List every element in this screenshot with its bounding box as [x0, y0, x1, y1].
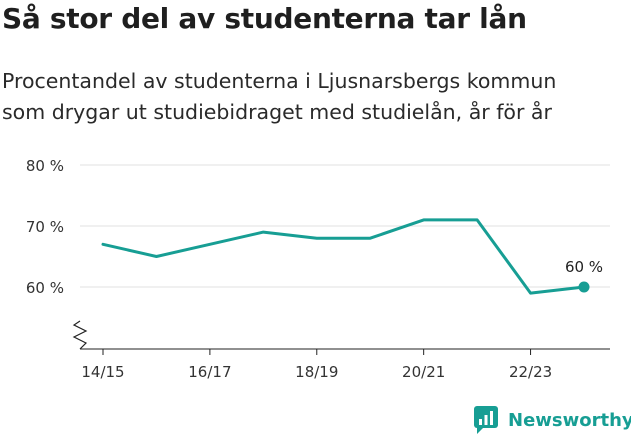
x-tick-label: 20/21 — [402, 363, 445, 381]
subtitle-line-1: Procentandel av studenterna i Ljusnarsbe… — [2, 69, 557, 93]
bar-chart-icon — [474, 406, 498, 434]
chart-title: Så stor del av studenterna tar lån — [2, 2, 527, 35]
y-tick-label: 70 % — [26, 218, 64, 236]
x-axis-tick-labels: 14/15 16/17 18/19 20/21 22/23 — [81, 363, 552, 381]
x-tick-label: 22/23 — [509, 363, 552, 381]
x-tick-label: 18/19 — [295, 363, 338, 381]
subtitle-line-2: som drygar ut studiebidraget med studiel… — [2, 100, 552, 124]
end-value-label: 60 % — [565, 258, 603, 276]
series-line — [101, 218, 586, 295]
newsworthy-logo: Newsworthy — [474, 406, 631, 434]
axis-break-icon — [72, 320, 88, 350]
brand-name: Newsworthy — [508, 409, 631, 431]
series: 60 % — [101, 218, 603, 295]
chart-subtitle: Procentandel av studenterna i Ljusnarsbe… — [2, 66, 627, 128]
y-tick-label: 80 % — [26, 157, 64, 175]
y-tick-label: 60 % — [26, 279, 64, 297]
y-axis-tick-labels: 60 % 70 % 80 % — [26, 157, 64, 297]
end-point-marker — [578, 281, 590, 293]
x-tick-label: 14/15 — [81, 363, 124, 381]
x-tick-label: 16/17 — [188, 363, 231, 381]
x-axis — [72, 320, 610, 355]
gridlines — [80, 164, 610, 288]
